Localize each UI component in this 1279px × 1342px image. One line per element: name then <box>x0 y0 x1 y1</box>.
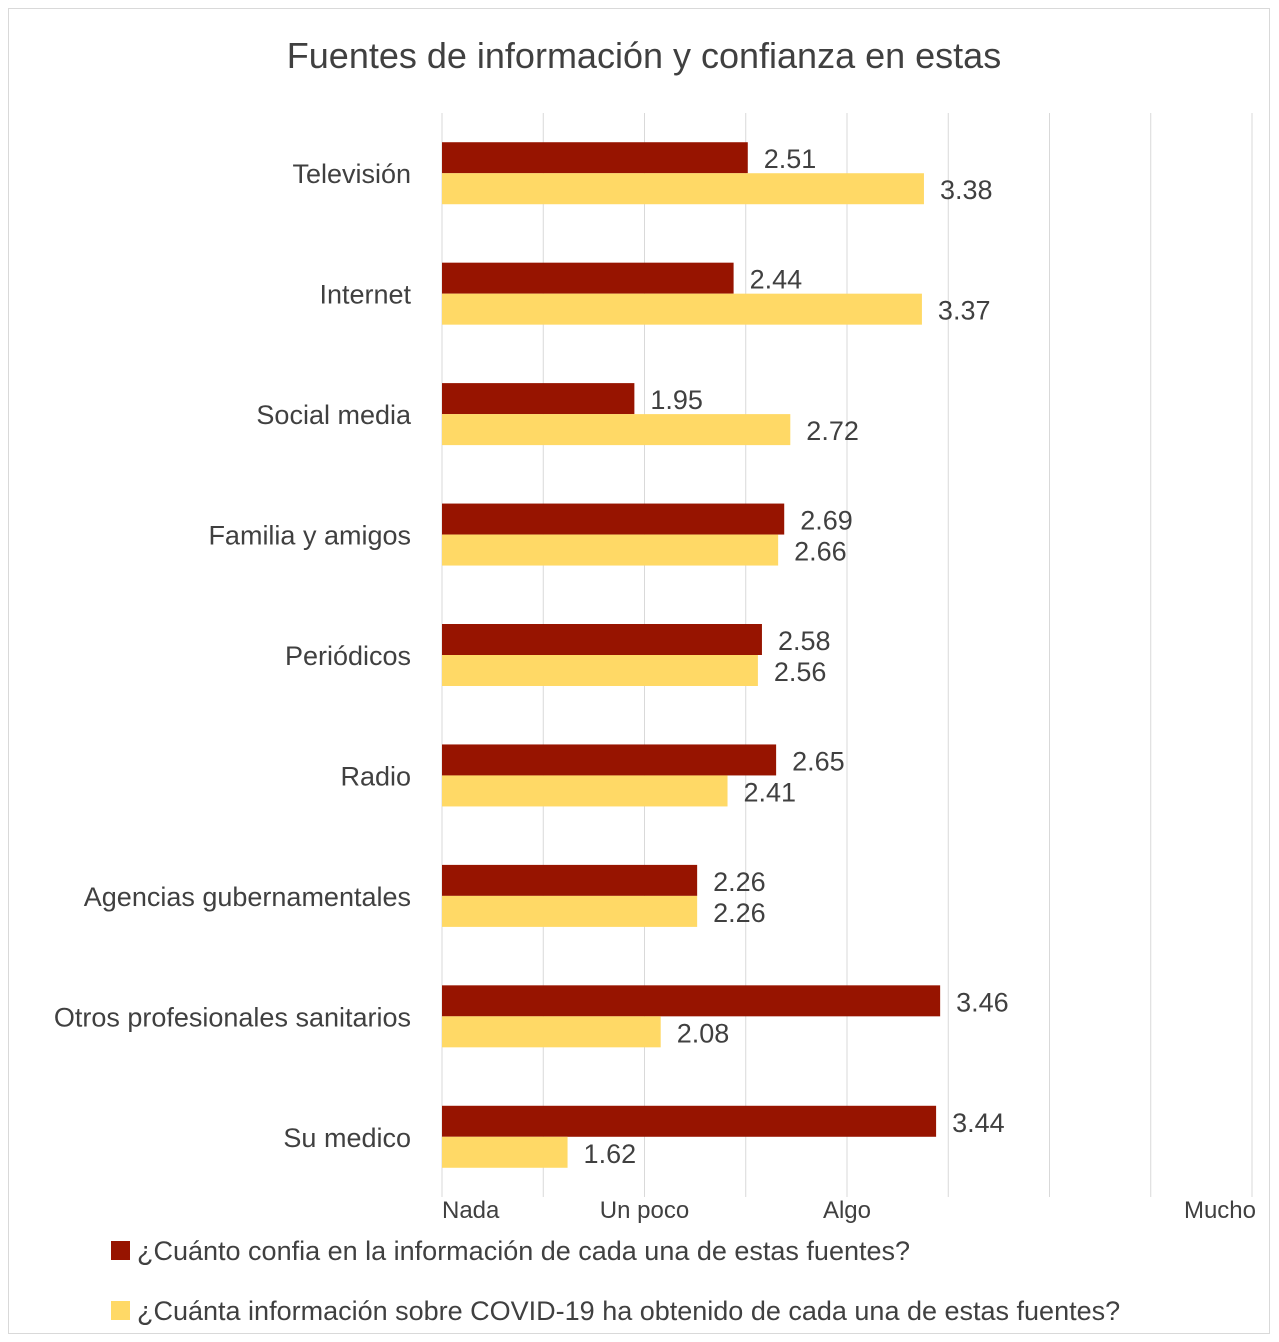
data-label: 2.58 <box>778 626 831 656</box>
data-label: 2.41 <box>744 777 797 807</box>
bar-series-1 <box>442 985 941 1017</box>
data-label: 2.51 <box>764 144 817 174</box>
legend-swatch-1 <box>111 1241 130 1260</box>
bar-series-2 <box>442 1136 568 1168</box>
data-label: 2.26 <box>713 867 766 897</box>
data-label: 2.26 <box>713 898 766 928</box>
category-label: Otros profesionales sanitarios <box>54 1002 411 1032</box>
category-label: Familia y amigos <box>208 521 411 551</box>
bar-series-1 <box>442 142 748 174</box>
bar-series-2 <box>442 1016 661 1048</box>
data-label: 3.46 <box>956 987 1009 1017</box>
data-label: 3.38 <box>940 175 993 205</box>
legend-swatch-2 <box>111 1301 130 1320</box>
x-tick-label: Mucho <box>1184 1197 1256 1224</box>
category-label: Internet <box>319 280 411 310</box>
data-label: 2.08 <box>677 1018 730 1048</box>
data-label: 2.56 <box>774 657 827 687</box>
bar-series-2 <box>442 173 924 205</box>
category-label: Su medico <box>283 1123 411 1153</box>
x-tick-label: Algo <box>823 1197 871 1224</box>
bar-series-2 <box>442 895 698 927</box>
data-label: 3.44 <box>952 1108 1005 1138</box>
category-label: Social media <box>256 400 412 430</box>
bar-series-2 <box>442 534 779 566</box>
chart-title: Fuentes de información y confianza en es… <box>287 35 1001 76</box>
bar-series-1 <box>442 383 635 415</box>
bar-series-1 <box>442 262 734 294</box>
x-tick-labels: Nada Un poco Algo Mucho <box>442 1197 1256 1224</box>
data-label: 2.44 <box>750 265 803 295</box>
data-label: 2.69 <box>800 506 853 536</box>
data-label: 2.66 <box>794 537 847 567</box>
legend-label-2: ¿Cuánta información sobre COVID-19 ha ob… <box>137 1296 1120 1326</box>
bar-series-1 <box>442 744 777 776</box>
data-label: 2.65 <box>792 746 845 776</box>
bar-series-1 <box>442 864 698 896</box>
bar-series-2 <box>442 414 791 446</box>
data-label: 3.37 <box>938 296 991 326</box>
bar-series-2 <box>442 293 922 325</box>
category-label: Periódicos <box>285 641 411 671</box>
bar-series-2 <box>442 655 758 686</box>
category-label: Agencias gubernamentales <box>84 882 411 912</box>
legend: ¿Cuánto confia en la información de cada… <box>111 1236 1120 1326</box>
x-tick-label: Un poco <box>600 1197 689 1224</box>
data-label: 1.95 <box>650 385 703 415</box>
chart-area <box>8 8 1270 1334</box>
bars: 2.51 3.38 2.44 3.37 1.95 2.72 2.692.66 2.582.56… <box>442 142 1009 1169</box>
category-label: Radio <box>340 761 411 791</box>
bar-series-2 <box>442 775 728 807</box>
bar-series-1 <box>442 1105 937 1137</box>
bar-series-1 <box>442 624 762 655</box>
x-tick-label: Nada <box>442 1197 500 1224</box>
category-label: Televisión <box>292 159 411 189</box>
bar-series-1 <box>442 503 785 535</box>
data-label: 2.72 <box>806 416 859 446</box>
data-label: 1.62 <box>584 1139 637 1169</box>
category-labels: Televisión Internet Social media Familia y … <box>54 159 412 1153</box>
legend-label-1: ¿Cuánto confia en la información de cada… <box>137 1236 910 1266</box>
